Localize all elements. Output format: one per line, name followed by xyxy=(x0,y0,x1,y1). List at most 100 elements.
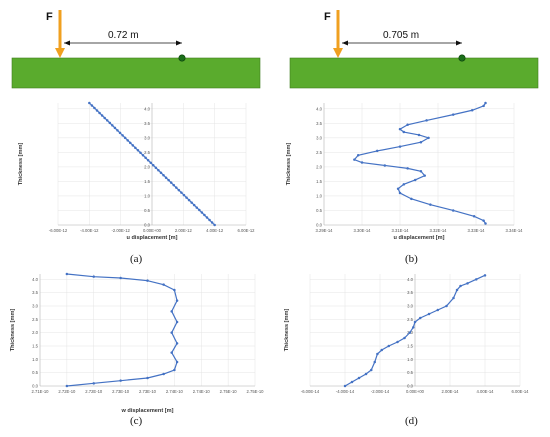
data-point xyxy=(470,109,474,112)
x-tick-label: -6.00E-14 xyxy=(301,389,320,394)
data-point xyxy=(398,191,402,195)
data-point xyxy=(173,368,176,372)
x-tick-label: 2.00E-12 xyxy=(175,228,193,233)
x-axis-label: w displacement [m] xyxy=(121,408,174,414)
data-point xyxy=(192,203,196,207)
data-point xyxy=(169,181,173,184)
data-point xyxy=(175,299,179,302)
data-point xyxy=(172,183,175,187)
x-tick-label: -4.00E-14 xyxy=(336,389,355,394)
data-point xyxy=(396,187,400,190)
x-tick-label: 4.00E-12 xyxy=(206,228,224,233)
y-tick-label: 3.0 xyxy=(32,304,38,309)
data-point xyxy=(455,288,459,292)
data-point xyxy=(175,360,179,364)
data-point xyxy=(402,130,406,134)
y-tick-label: 4.0 xyxy=(144,106,150,111)
data-point xyxy=(88,101,91,105)
y-tick-label: 1.0 xyxy=(407,357,413,362)
y-tick-label: 2.5 xyxy=(32,317,38,322)
y-axis-label: Thickness [mm] xyxy=(286,143,292,186)
data-point xyxy=(210,221,214,224)
data-point xyxy=(360,161,364,164)
data-point xyxy=(484,101,487,105)
data-point xyxy=(402,183,406,186)
data-point xyxy=(157,168,160,172)
y-tick-label: 0.5 xyxy=(144,208,150,213)
data-point xyxy=(100,114,104,117)
data-point xyxy=(419,316,422,320)
data-point xyxy=(162,372,165,376)
x-tick-label: 4.00E-14 xyxy=(477,389,495,394)
data-point xyxy=(413,320,417,324)
data-point xyxy=(146,279,149,282)
data-point xyxy=(356,154,360,157)
data-point xyxy=(350,380,354,384)
y-tick-label: 4.0 xyxy=(32,277,38,282)
data-point xyxy=(459,284,462,288)
data-point xyxy=(419,170,423,173)
data-point xyxy=(419,140,423,144)
data-point xyxy=(412,326,415,329)
data-point xyxy=(482,219,485,222)
data-point xyxy=(182,193,186,197)
distance-arrow-right-b xyxy=(456,40,462,46)
x-tick-label: -2.00E-14 xyxy=(371,389,390,394)
data-point xyxy=(452,296,455,300)
y-tick-label: 0.0 xyxy=(407,384,413,389)
chart-a: -6.00E-12 -4.00E-12 -2.00E-12 0.00E+00 2.00E… xyxy=(18,101,255,241)
data-point xyxy=(398,145,402,148)
data-point xyxy=(410,197,413,201)
y-tick-label: 0.5 xyxy=(316,208,322,213)
data-point xyxy=(357,376,361,380)
y-axis-label: Thickness [mm] xyxy=(10,309,16,352)
beam-b xyxy=(289,57,539,89)
beam-diagram-a: F 0.72 m xyxy=(11,10,261,89)
panel-label-b: (b) xyxy=(405,253,418,265)
data-point xyxy=(195,206,199,209)
data-point xyxy=(180,191,183,194)
data-point xyxy=(103,116,106,120)
y-tick-label: 1.0 xyxy=(144,193,150,198)
y-tick-label: 2.5 xyxy=(407,317,413,322)
x-tick-label: 6.00E-14 xyxy=(512,389,530,394)
x-tick-label: 2.74E-10 xyxy=(193,389,211,394)
y-tick-label: 3.5 xyxy=(32,290,38,295)
data-point xyxy=(375,149,379,153)
data-point xyxy=(200,211,204,214)
data-point xyxy=(364,372,368,376)
y-tick-label: 2.5 xyxy=(316,150,322,155)
x-axis-label: u displacement [m] xyxy=(127,235,178,241)
sensor-point-b xyxy=(458,54,466,62)
x-tick-label: 3.33E-14 xyxy=(468,228,486,233)
distance-arrow-left-b xyxy=(342,40,348,46)
data-point xyxy=(451,113,455,116)
y-tick-label: 0.0 xyxy=(144,223,150,228)
data-point xyxy=(187,198,191,202)
data-point xyxy=(118,131,122,135)
y-tick-label: 1.5 xyxy=(144,179,150,184)
y-tick-label: 2.0 xyxy=(32,330,38,335)
panel-label-d: (d) xyxy=(405,415,418,427)
data-point xyxy=(98,111,101,115)
distance-arrow-right-a xyxy=(176,40,182,46)
data-point xyxy=(159,171,163,174)
y-tick-label: 2.0 xyxy=(316,164,322,169)
y-tick-label: 1.5 xyxy=(32,344,38,349)
data-point xyxy=(170,331,173,334)
data-point xyxy=(380,348,383,352)
y-tick-label: 4.0 xyxy=(316,106,322,111)
data-point xyxy=(185,196,188,199)
series-line xyxy=(353,102,487,224)
chart-b: 3.29E-14 3.30E-14 3.31E-14 3.32E-14 3.33E-14… xyxy=(286,101,523,241)
x-tick-label: 2.72E-10 xyxy=(85,389,103,394)
data-point xyxy=(383,164,387,167)
series-line xyxy=(66,273,178,387)
data-point xyxy=(373,360,376,364)
y-tick-label: 3.0 xyxy=(144,135,150,140)
y-tick-label: 0.5 xyxy=(407,370,413,375)
data-point xyxy=(116,129,119,132)
y-axis-label: Thickness [mm] xyxy=(18,143,24,186)
y-axis-label: Thickness [mm] xyxy=(284,309,290,352)
